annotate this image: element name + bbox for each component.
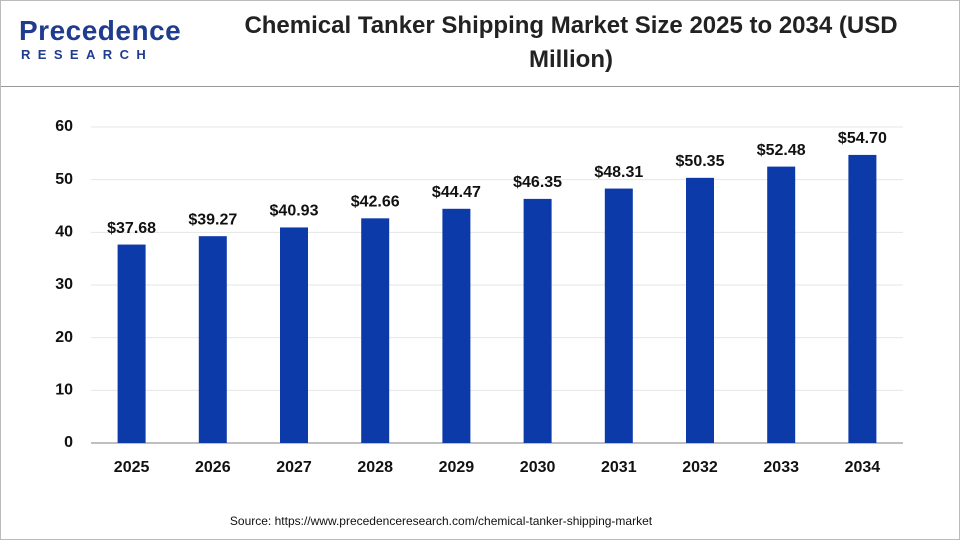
bar xyxy=(848,154,877,443)
logo-tagline: RESEARCH xyxy=(21,47,154,62)
value-label: $42.66 xyxy=(351,194,400,211)
value-label: $46.35 xyxy=(513,174,562,191)
bar xyxy=(604,188,633,443)
bar xyxy=(280,227,308,443)
value-label: $37.68 xyxy=(107,220,156,237)
logo-name: Precedence xyxy=(19,15,182,46)
y-tick-label: 0 xyxy=(64,434,73,451)
value-label: $44.47 xyxy=(432,184,481,201)
x-tick-label: 2027 xyxy=(276,459,312,476)
y-tick-label: 10 xyxy=(55,382,73,399)
value-label: $39.27 xyxy=(188,211,237,228)
x-tick-label: 2032 xyxy=(682,459,718,476)
value-label: $48.31 xyxy=(594,164,643,181)
bar xyxy=(117,244,146,443)
y-tick-label: 50 xyxy=(55,171,73,188)
header-rule xyxy=(1,86,959,87)
bar xyxy=(442,208,471,443)
y-tick-label: 30 xyxy=(55,276,73,293)
source-note: Source: https://www.precedenceresearch.c… xyxy=(230,514,653,528)
x-tick-label: 2034 xyxy=(845,459,881,476)
x-tick-label: 2029 xyxy=(439,459,475,476)
value-label: $54.70 xyxy=(838,130,887,147)
y-tick-label: 40 xyxy=(55,224,73,241)
y-tick-label: 60 xyxy=(55,118,73,135)
chart-title: Chemical Tanker Shipping Market Size 202… xyxy=(244,12,898,73)
value-label: $50.35 xyxy=(676,153,725,170)
value-label: $52.48 xyxy=(757,142,806,159)
bar xyxy=(767,166,796,443)
y-tick-label: 20 xyxy=(55,329,73,346)
bar xyxy=(523,198,552,443)
bar xyxy=(686,177,714,443)
x-tick-label: 2033 xyxy=(763,459,799,476)
bar xyxy=(361,218,390,443)
value-label: $40.93 xyxy=(270,203,319,220)
bar xyxy=(198,236,227,443)
x-tick-label: 2025 xyxy=(114,459,150,476)
x-tick-label: 2030 xyxy=(520,459,556,476)
x-tick-label: 2028 xyxy=(357,459,393,476)
x-tick-label: 2026 xyxy=(195,459,231,476)
x-tick-label: 2031 xyxy=(601,459,637,476)
